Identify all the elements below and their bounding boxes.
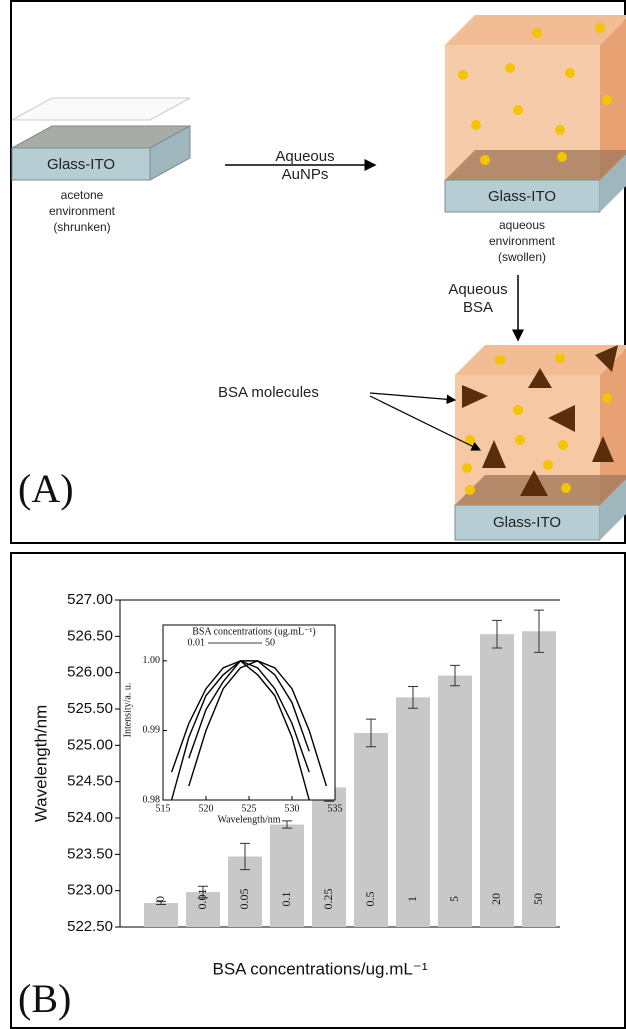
y-tick-label: 523.00 — [67, 882, 113, 899]
y-axis-label: Wavelength/nm — [31, 705, 50, 822]
bar — [270, 825, 304, 927]
x-axis-label: BSA concentrations/ug.mL⁻¹ — [213, 959, 428, 978]
arrow-label: BSA — [463, 299, 493, 316]
caption: (swollen) — [498, 250, 546, 264]
caption: aqueous — [499, 218, 545, 232]
category-label: 5 — [447, 896, 461, 902]
legend-to: 50 — [265, 637, 275, 648]
y-tick-label: 525.50 — [67, 700, 113, 717]
y-axis-label: Intensity/a. u. — [122, 683, 133, 738]
panel-label: (A) — [18, 466, 74, 511]
panel-label: (B) — [18, 976, 71, 1021]
category-label: 1 — [405, 896, 419, 902]
arrow-label: Aqueous — [448, 281, 507, 298]
arrow — [370, 393, 455, 400]
caption: (shrunken) — [53, 220, 110, 234]
category-label: 50 — [531, 893, 545, 905]
inset-frame — [163, 625, 335, 800]
x-tick-label: 520 — [199, 803, 214, 814]
swollen-film — [445, 15, 626, 212]
x-tick-label: 535 — [328, 803, 343, 814]
glass-label: Glass-ITO — [493, 514, 561, 531]
figure: Glass-ITO Glass-ITO Glass-ITO acetone en… — [0, 0, 626, 1029]
category-label: 0 — [153, 896, 167, 902]
category-label: 0.01 — [195, 889, 209, 910]
y-tick-label: 526.00 — [67, 664, 113, 681]
caption: acetone — [61, 188, 104, 202]
y-tick-label: 525.00 — [67, 736, 113, 753]
caption: environment — [49, 204, 116, 218]
category-label: 20 — [489, 893, 503, 905]
category-label: 0.05 — [237, 889, 251, 910]
y-tick-label: 523.50 — [67, 845, 113, 862]
x-tick-label: 530 — [285, 803, 300, 814]
arrow-label: AuNPs — [282, 166, 329, 183]
y-tick-label: 524.00 — [67, 809, 113, 826]
category-label: 0.5 — [363, 892, 377, 907]
annotation: BSA molecules — [218, 384, 319, 401]
y-tick-label: 1.00 — [143, 655, 161, 666]
bsa-film — [455, 345, 626, 540]
y-tick-label: 0.98 — [143, 794, 161, 805]
category-label: 0.1 — [279, 892, 293, 907]
legend-from: 0.01 — [188, 637, 206, 648]
y-tick-label: 527.00 — [67, 591, 113, 608]
x-axis-label: Wavelength/nm — [217, 814, 280, 825]
y-tick-label: 0.99 — [143, 725, 161, 736]
y-tick-label: 524.50 — [67, 773, 113, 790]
bar — [522, 631, 556, 927]
legend-title: BSA concentrations (ug.mL⁻¹) — [192, 626, 316, 637]
arrow-label: Aqueous — [275, 148, 334, 165]
bar — [438, 676, 472, 927]
page: {"diagram":{"panel_a":"(A)","panel_b":"(… — [0, 0, 626, 1029]
bar — [480, 634, 514, 927]
bar — [396, 697, 430, 927]
glass-label: Glass-ITO — [488, 188, 556, 205]
category-label: 0.25 — [321, 889, 335, 910]
glass-label: Glass-ITO — [47, 156, 115, 173]
x-tick-label: 525 — [242, 803, 257, 814]
y-tick-label: 522.50 — [67, 918, 113, 935]
bar — [144, 903, 178, 927]
caption: environment — [489, 234, 556, 248]
y-tick-label: 526.50 — [67, 627, 113, 644]
